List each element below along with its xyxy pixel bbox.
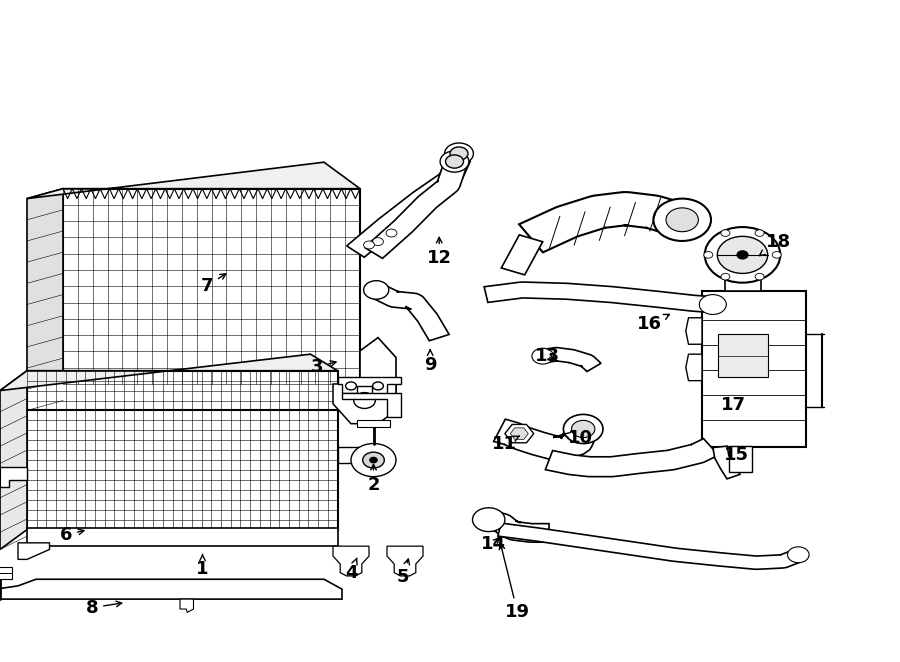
Text: 9: 9 — [424, 350, 436, 375]
Bar — [702, 291, 806, 447]
Text: 8: 8 — [86, 598, 122, 617]
Circle shape — [704, 252, 713, 258]
Circle shape — [721, 230, 730, 236]
Circle shape — [445, 143, 473, 164]
Text: 1: 1 — [196, 555, 209, 579]
Polygon shape — [498, 523, 801, 569]
Text: 19: 19 — [500, 544, 530, 622]
Text: 5: 5 — [397, 559, 410, 587]
Polygon shape — [494, 419, 596, 461]
Text: 15: 15 — [724, 446, 749, 465]
Bar — [27, 528, 338, 546]
Polygon shape — [545, 439, 718, 477]
Circle shape — [772, 252, 781, 258]
Bar — [357, 420, 390, 427]
Polygon shape — [713, 446, 740, 479]
Polygon shape — [0, 354, 338, 391]
Circle shape — [717, 236, 768, 273]
Circle shape — [653, 199, 711, 241]
Circle shape — [364, 241, 374, 249]
Text: 14: 14 — [481, 535, 506, 553]
Polygon shape — [372, 285, 449, 341]
Polygon shape — [519, 192, 688, 252]
Circle shape — [370, 457, 377, 463]
Polygon shape — [543, 348, 601, 371]
Polygon shape — [27, 189, 63, 410]
Text: 16: 16 — [637, 314, 670, 334]
Polygon shape — [333, 384, 396, 424]
Polygon shape — [360, 338, 396, 410]
Text: 11: 11 — [491, 434, 519, 453]
Circle shape — [755, 230, 764, 236]
Polygon shape — [338, 377, 400, 394]
Circle shape — [737, 251, 748, 259]
Polygon shape — [486, 511, 549, 542]
Polygon shape — [510, 428, 528, 440]
Circle shape — [364, 281, 389, 299]
Bar — [338, 447, 360, 463]
Polygon shape — [333, 546, 369, 576]
Polygon shape — [387, 546, 423, 576]
Text: 17: 17 — [721, 396, 746, 414]
Circle shape — [373, 238, 383, 246]
Circle shape — [755, 273, 764, 280]
Circle shape — [354, 393, 375, 408]
Polygon shape — [63, 189, 360, 384]
Circle shape — [699, 295, 726, 314]
Circle shape — [440, 151, 469, 172]
Polygon shape — [180, 599, 194, 612]
Circle shape — [563, 414, 603, 444]
Bar — [0, 567, 12, 579]
Circle shape — [373, 382, 383, 390]
Circle shape — [572, 420, 595, 438]
Circle shape — [472, 508, 505, 532]
Text: 2: 2 — [367, 465, 380, 494]
Polygon shape — [505, 424, 534, 443]
Text: 3: 3 — [310, 358, 336, 377]
Polygon shape — [686, 354, 702, 381]
Text: 6: 6 — [59, 526, 84, 544]
Polygon shape — [484, 282, 712, 312]
Circle shape — [351, 444, 396, 477]
Polygon shape — [501, 235, 543, 275]
Circle shape — [788, 547, 809, 563]
Circle shape — [363, 452, 384, 468]
Text: 18: 18 — [760, 232, 791, 256]
Bar — [729, 446, 751, 472]
Polygon shape — [342, 393, 400, 417]
Text: 13: 13 — [535, 347, 560, 365]
Polygon shape — [724, 275, 760, 291]
Bar — [718, 334, 768, 377]
Circle shape — [446, 155, 464, 168]
Polygon shape — [18, 543, 50, 559]
Polygon shape — [27, 371, 338, 530]
Polygon shape — [346, 156, 470, 258]
Circle shape — [346, 382, 356, 390]
Polygon shape — [364, 165, 466, 258]
Circle shape — [386, 229, 397, 237]
Circle shape — [705, 227, 780, 283]
Circle shape — [666, 208, 698, 232]
Text: 7: 7 — [201, 274, 226, 295]
Polygon shape — [686, 318, 702, 344]
Polygon shape — [0, 579, 342, 599]
Polygon shape — [0, 371, 27, 549]
Circle shape — [450, 147, 468, 160]
Text: 4: 4 — [345, 558, 357, 582]
Text: 12: 12 — [427, 238, 452, 267]
Polygon shape — [0, 467, 27, 487]
Circle shape — [532, 348, 554, 364]
Polygon shape — [27, 162, 360, 199]
Text: 10: 10 — [562, 429, 593, 448]
Circle shape — [721, 273, 730, 280]
